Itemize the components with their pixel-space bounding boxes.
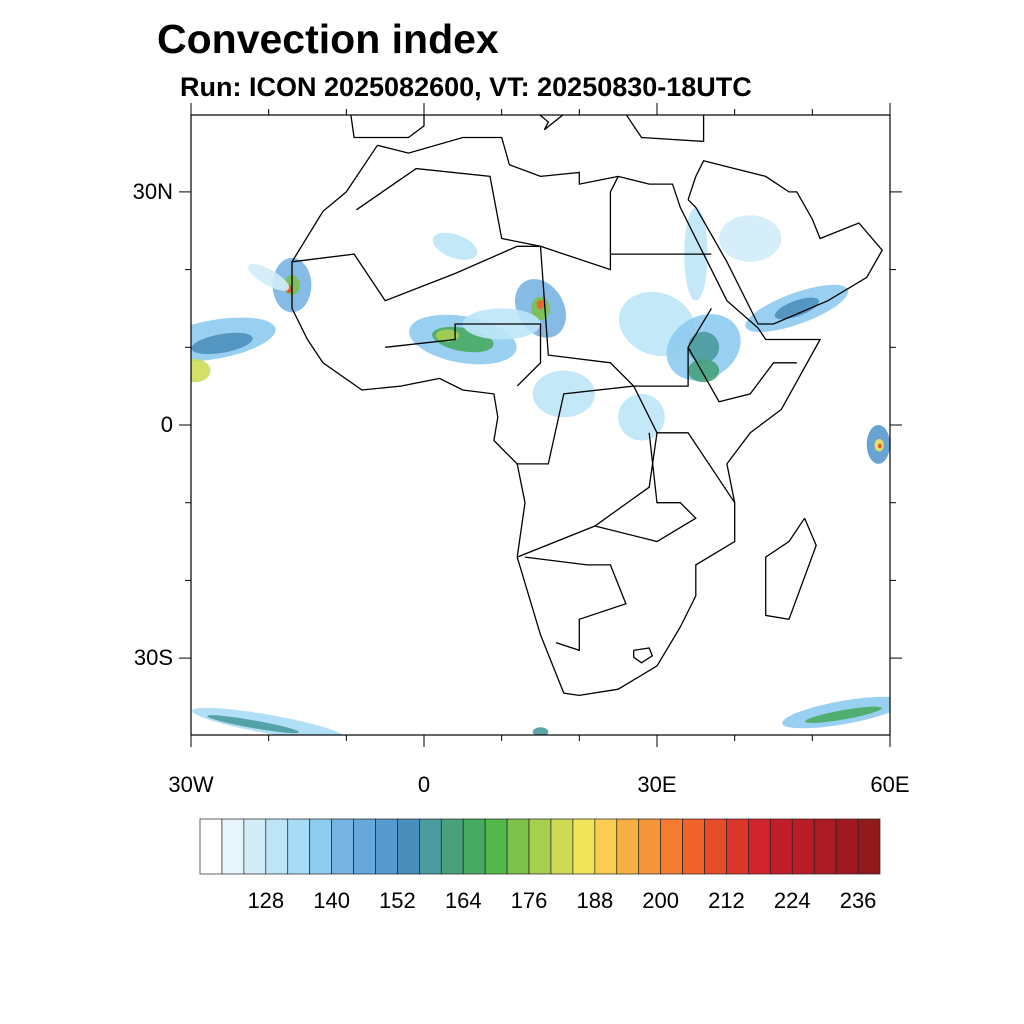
border3-outline xyxy=(291,245,541,302)
turkey-outline xyxy=(625,115,705,143)
colorbar-box xyxy=(440,818,464,875)
border8-outline xyxy=(594,432,697,543)
colorbar-box xyxy=(660,818,683,875)
border5-outline xyxy=(385,323,542,387)
convection-area xyxy=(805,706,882,723)
lat-label: 30S xyxy=(133,645,173,671)
colorbar-label: 128 xyxy=(247,888,285,913)
colorbar-box xyxy=(682,818,705,875)
colorbar-box xyxy=(287,818,311,875)
colorbar-box xyxy=(769,818,793,875)
colorbar-box xyxy=(594,818,618,875)
map-frame xyxy=(190,114,891,736)
colorbar-label: 224 xyxy=(773,888,811,913)
africa-outline xyxy=(291,136,822,697)
convection-area xyxy=(536,299,545,310)
convection-area xyxy=(207,715,300,734)
lon-label: 30E xyxy=(637,772,677,797)
convection-area xyxy=(532,727,549,735)
colorbar-box xyxy=(616,818,640,875)
map-title: Convection index xyxy=(157,16,499,62)
colorbar-box xyxy=(265,818,289,875)
convection-area xyxy=(719,215,782,262)
colorbar xyxy=(199,818,881,875)
italy-outline xyxy=(538,115,564,131)
colorbar-box xyxy=(550,818,574,875)
colorbar-box xyxy=(748,818,771,875)
border9-outline xyxy=(657,432,736,504)
convection-area xyxy=(877,443,882,449)
arabia-outline xyxy=(687,160,883,325)
border10-outline xyxy=(687,346,797,403)
convection-area xyxy=(248,263,290,291)
colorbar-box xyxy=(199,818,223,875)
lesotho-outline xyxy=(633,647,654,664)
colorbar-box xyxy=(638,818,661,875)
colorbar-label: 164 xyxy=(444,888,482,913)
colorbar-box xyxy=(375,818,398,875)
iberia-outline xyxy=(350,115,425,139)
border6-outline xyxy=(516,385,658,558)
colorbar-box xyxy=(528,818,552,875)
convection-area xyxy=(688,358,720,383)
madagascar-outline xyxy=(765,517,817,621)
colorbar-box xyxy=(572,818,596,875)
colorbar-box xyxy=(791,818,815,875)
borders-outline xyxy=(356,167,619,271)
colorbar-label: 188 xyxy=(576,888,614,913)
colorbar-box xyxy=(397,818,420,875)
colorbar-box xyxy=(221,818,245,875)
colorbar-box xyxy=(309,818,332,875)
colorbar-label: 236 xyxy=(839,888,877,913)
colorbar-box xyxy=(243,818,267,875)
convection-area xyxy=(191,332,253,355)
colorbar-box xyxy=(331,818,354,875)
lon-label: 0 xyxy=(417,772,431,797)
coastlines xyxy=(291,115,883,697)
colorbar-box xyxy=(857,818,881,875)
colorbar-box xyxy=(835,818,859,875)
convection-area xyxy=(432,232,478,260)
colorbar-box xyxy=(419,818,442,875)
lat-label: 0 xyxy=(160,412,173,437)
lon-label: 30W xyxy=(168,772,214,797)
colorbar-box xyxy=(462,818,486,875)
colorbar-box xyxy=(726,818,749,875)
colorbar-box xyxy=(813,818,837,875)
colorbar-box xyxy=(506,818,530,875)
colorbar-label: 140 xyxy=(313,888,350,913)
axis-ticks xyxy=(179,103,902,747)
colorbar-label: 176 xyxy=(510,888,548,913)
map-subtitle: Run: ICON 2025082600, VT: 20250830-18UTC xyxy=(180,72,752,102)
colorbar-label: 152 xyxy=(379,888,416,913)
colorbar-label: 200 xyxy=(642,888,679,913)
convection-area xyxy=(618,393,665,441)
convection-area xyxy=(774,297,819,320)
colorbar-box xyxy=(704,818,727,875)
lon-label: 60E xyxy=(870,772,910,797)
colorbar-box xyxy=(484,818,508,875)
convection-area xyxy=(688,331,720,363)
colorbar-label: 212 xyxy=(708,888,745,913)
lat-label: 30N xyxy=(132,178,173,204)
convection-field xyxy=(191,207,890,735)
border7-outline xyxy=(524,556,627,652)
convection-area xyxy=(435,329,459,342)
colorbar-box xyxy=(353,818,376,875)
convection-area xyxy=(191,358,211,383)
